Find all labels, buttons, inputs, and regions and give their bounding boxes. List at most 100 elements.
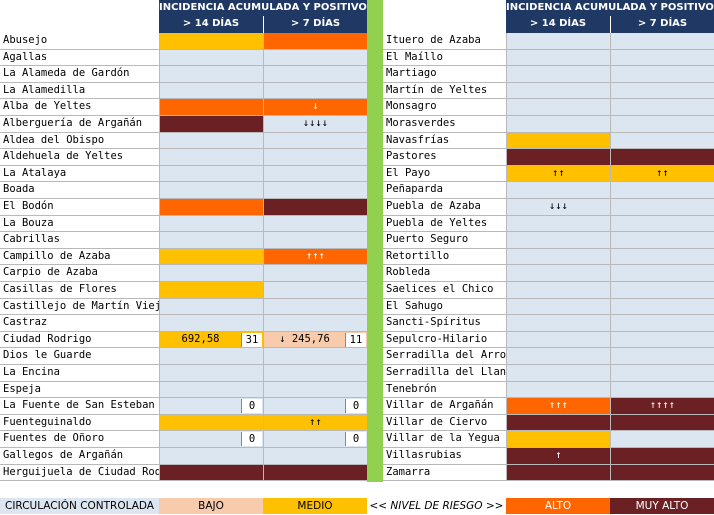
municipality-name: Casillas de Flores <box>0 282 159 299</box>
municipality-name: La Alamedilla <box>0 82 159 100</box>
cell-14-days <box>506 49 610 67</box>
municipality-name: El Bodón <box>0 199 159 216</box>
municipality-name: Ituero de Azaba <box>383 33 506 50</box>
header-title-left: INCIDENCIA ACUMULADA Y POSITIVOS +60 AÑO… <box>159 0 367 16</box>
cell-value: ↑ <box>555 449 562 461</box>
cell-14-days <box>506 215 610 233</box>
cell-7-days <box>263 66 367 83</box>
cell-7-days <box>610 132 714 150</box>
header-14-days-left: > 14 DÍAS <box>159 16 263 33</box>
cell-7-days <box>610 49 714 67</box>
cell-14-days <box>506 99 610 116</box>
cell-7-days <box>610 116 714 133</box>
municipality-name: La Encina <box>0 365 159 382</box>
municipality-name: Carpio de Azaba <box>0 265 159 282</box>
cell-value: ↑↑↑ <box>549 399 568 412</box>
municipality-name: El Sahugo <box>383 298 506 316</box>
municipality-name: La Fuente de San Esteban <box>0 398 159 415</box>
cell-14-days <box>506 66 610 83</box>
municipality-name: Serradilla del Arroyo <box>383 348 506 365</box>
municipality-name: Puerto Seguro <box>383 232 506 249</box>
cell-14-days: 692,58 31 <box>159 331 263 349</box>
cell-14-days <box>159 464 263 482</box>
positives-count: 11 <box>345 332 366 347</box>
municipality-name: Ciudad Rodrigo <box>0 331 159 349</box>
positives-count: 0 <box>241 432 262 447</box>
cell-14-days <box>159 232 263 249</box>
cell-value: ↓↓↓ <box>549 200 568 212</box>
cell-7-days <box>263 33 367 50</box>
municipality-name: Saelices el Chico <box>383 282 506 299</box>
cell-14-days <box>506 298 610 316</box>
cell-value: ↑↑↑ <box>306 249 325 262</box>
legend-alto: ALTO <box>506 498 610 514</box>
positives-count: 0 <box>345 432 366 447</box>
cell-7-days <box>610 82 714 100</box>
cell-14-days <box>159 49 263 67</box>
cell-7-days <box>610 99 714 116</box>
cell-7-days <box>610 199 714 216</box>
municipality-name: Alba de Yeltes <box>0 99 159 116</box>
cell-7-days <box>610 315 714 332</box>
cell-14-days <box>159 149 263 166</box>
municipality-name: Fuenteguinaldo <box>0 414 159 432</box>
municipality-name: Sancti-Spíritus <box>383 315 506 332</box>
cell-7-days <box>263 82 367 100</box>
cell-7-days <box>610 381 714 399</box>
municipality-name: Navasfrías <box>383 132 506 150</box>
municipality-name: Herguijuela de Ciudad Rodrigo <box>0 464 159 482</box>
cell-14-days <box>506 82 610 100</box>
cell-14-days <box>159 215 263 233</box>
header-7-days-right: > 7 DÍAS <box>610 16 714 33</box>
cell-14-days <box>159 66 263 83</box>
cell-7-days <box>263 348 367 365</box>
municipality-name: Serradilla del Llano <box>383 365 506 382</box>
cell-7-days <box>263 265 367 282</box>
cell-7-days <box>263 282 367 299</box>
cell-7-days <box>610 431 714 448</box>
cell-14-days <box>506 431 610 448</box>
cell-14-days <box>506 331 610 349</box>
cell-7-days <box>610 414 714 432</box>
cell-7-days <box>610 182 714 199</box>
cell-14-days <box>506 232 610 249</box>
municipality-name: El Payo <box>383 165 506 183</box>
cell-7-days <box>610 33 714 50</box>
legend-muy-alto: MUY ALTO <box>610 498 714 514</box>
cell-14-days <box>506 381 610 399</box>
cell-14-days <box>159 348 263 365</box>
cell-7-days <box>263 149 367 166</box>
cell-7-days: 0 <box>263 398 367 415</box>
municipality-name: El Maíllo <box>383 49 506 67</box>
positives-count: 31 <box>241 332 262 347</box>
cell-7-days <box>263 49 367 67</box>
cell-14-days <box>159 182 263 199</box>
cell-7-days: ↑↑ <box>263 414 367 432</box>
cell-7-days <box>263 464 367 482</box>
municipality-name: Pastores <box>383 149 506 166</box>
cell-7-days <box>610 265 714 282</box>
cell-14-days: ↑↑↑ <box>506 398 610 415</box>
municipality-name: La Atalaya <box>0 165 159 183</box>
header-title-right: INCIDENCIA ACUMULADA Y POSITIVOS +60 AÑO… <box>506 0 714 16</box>
cell-7-days: ↓ <box>263 99 367 116</box>
cell-14-days <box>506 116 610 133</box>
municipality-name: Retortillo <box>383 248 506 266</box>
cell-14-days <box>159 248 263 266</box>
municipality-name: Robleda <box>383 265 506 282</box>
cell-14-days: ↑ <box>506 448 610 465</box>
positives-count: 0 <box>241 399 262 414</box>
cell-7-days <box>263 232 367 249</box>
legend-bajo: BAJO <box>159 498 263 514</box>
cell-14-days <box>159 365 263 382</box>
cell-14-days <box>159 82 263 100</box>
cell-7-days: ↑↑↑ <box>263 248 367 266</box>
cell-7-days: 0 <box>263 431 367 448</box>
cell-14-days <box>506 282 610 299</box>
municipality-name: Puebla de Yeltes <box>383 215 506 233</box>
cell-14-days <box>159 298 263 316</box>
municipality-name: Alberguería de Argañán <box>0 116 159 133</box>
municipality-name: La Bouza <box>0 215 159 233</box>
cell-14-days <box>159 116 263 133</box>
cell-14-days: 0 <box>159 431 263 448</box>
